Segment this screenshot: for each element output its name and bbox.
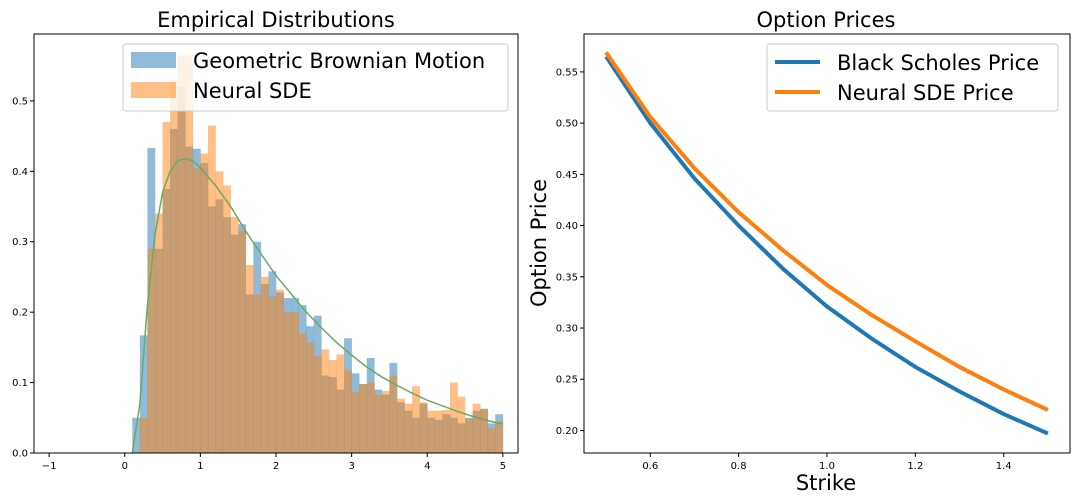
histogram-bar: [139, 417, 148, 453]
series-line: [604, 51, 1049, 412]
histogram-bar: [283, 312, 292, 453]
histogram-chart: Empirical Distributions −1 0 1 2 3 4 5 0.0 0.1 0.…: [12, 8, 519, 472]
option-price-title: Option Prices: [757, 8, 896, 32]
legend-swatch: [131, 82, 176, 98]
histogram-bar: [313, 355, 322, 453]
legend-label: Neural SDE: [193, 79, 312, 103]
histogram-bar: [223, 185, 231, 453]
legend-box: [766, 43, 1059, 112]
y-axis-label: Option Price: [527, 179, 551, 307]
histogram-bar: [276, 289, 284, 453]
legend-label: Neural SDE Price: [837, 81, 1014, 105]
x-tick-label: 3: [348, 461, 354, 472]
histogram-bar: [321, 349, 330, 453]
histogram-bar: [291, 312, 299, 453]
histogram-bar: [442, 410, 451, 453]
histogram-bar: [359, 383, 368, 453]
y-tick-label: 0.0: [12, 449, 28, 460]
histogram-bar: [192, 167, 201, 453]
y-tick-label: 0.3: [12, 237, 28, 248]
histogram-bar: [397, 398, 405, 453]
legend-swatch: [131, 52, 176, 68]
histogram-legend: Geometric Brownian Motion Neural SDE: [122, 43, 509, 112]
histogram-bar: [366, 382, 375, 453]
legend-box: [122, 43, 509, 112]
histogram-bar: [177, 55, 186, 454]
histogram-bar: [298, 333, 307, 453]
histogram-bar: [427, 410, 436, 453]
x-tick-label: 1.2: [907, 461, 923, 472]
legend-label: Geometric Brownian Motion: [193, 49, 485, 73]
histogram-bar: [253, 294, 262, 453]
x-tick-label: 4: [424, 461, 430, 472]
histogram-bar: [185, 55, 194, 454]
histogram-bar: [344, 370, 352, 453]
x-tick-label: 0: [122, 461, 128, 472]
density-curve-line: [131, 157, 504, 454]
histogram-bar: [245, 264, 254, 453]
histogram-bar: [215, 171, 224, 453]
histogram-bar: [260, 276, 269, 453]
legend-label: Black Scholes Price: [837, 51, 1039, 75]
histogram-bar: [449, 382, 458, 453]
histogram-bar: [381, 391, 390, 453]
histogram-bar: [306, 342, 315, 453]
y-tick-label: 0.55: [556, 67, 578, 78]
y-tick-label: 0.1: [12, 378, 28, 389]
histogram-bar: [155, 213, 163, 453]
y-tick-label: 0.50: [556, 119, 578, 130]
x-tick-label: 0.8: [731, 461, 747, 472]
histogram-bar: [268, 296, 277, 453]
histogram-bar: [389, 375, 398, 453]
x-tick-label: 1.0: [819, 461, 835, 472]
y-tick-label: 0.4: [12, 167, 28, 178]
histogram-bar: [374, 394, 383, 453]
histogram-bar: [207, 125, 216, 454]
y-tick-label: 0.45: [556, 170, 578, 181]
histogram-bar: [412, 386, 420, 453]
histogram-bar: [170, 79, 178, 454]
x-tick-label: 1: [197, 461, 203, 472]
histogram-bar: [472, 403, 481, 453]
histogram-bar: [328, 360, 337, 453]
option-price-chart: Option Prices 0.6 0.8 1.0 1.2 1.4 0.20 0.25 0.3…: [527, 8, 1071, 495]
y-tick-label: 0.5: [12, 96, 28, 107]
histogram-bar: [230, 217, 239, 453]
series-line: [604, 55, 1049, 436]
y-tick-label: 0.30: [556, 324, 578, 335]
histogram-bar: [434, 410, 443, 453]
histogram-bar: [457, 396, 466, 453]
histogram-bar: [336, 354, 345, 453]
y-tick-label: 0.40: [556, 221, 578, 232]
x-axis-label: Strike: [796, 471, 856, 495]
histogram-bar: [480, 409, 489, 453]
histogram-bar: [487, 428, 496, 453]
histogram-bar: [495, 421, 504, 453]
histogram-bar: [162, 122, 171, 453]
x-tick-label: −1: [42, 461, 57, 472]
option-price-legend: Black Scholes Price Neural SDE Price: [766, 43, 1059, 112]
x-tick-label: 1.4: [996, 461, 1012, 472]
x-tick-label: 5: [500, 461, 506, 472]
histogram-bar: [139, 335, 148, 453]
histogram-title: Empirical Distributions: [157, 8, 395, 32]
x-tick-label: 0.6: [642, 461, 658, 472]
histogram-bar: [419, 402, 428, 453]
histogram-bar: [147, 248, 156, 453]
histogram-bar: [351, 391, 360, 453]
histogram-bar: [200, 153, 209, 453]
y-tick-label: 0.2: [12, 308, 28, 319]
histogram-bar: [238, 231, 247, 453]
y-tick-label: 0.35: [556, 272, 578, 283]
x-tick-label: 2: [273, 461, 279, 472]
y-tick-label: 0.25: [556, 375, 578, 386]
histogram-bar: [404, 403, 413, 453]
y-tick-label: 0.20: [556, 426, 578, 437]
histogram-bar: [465, 419, 473, 453]
histogram-bar: [132, 417, 141, 453]
